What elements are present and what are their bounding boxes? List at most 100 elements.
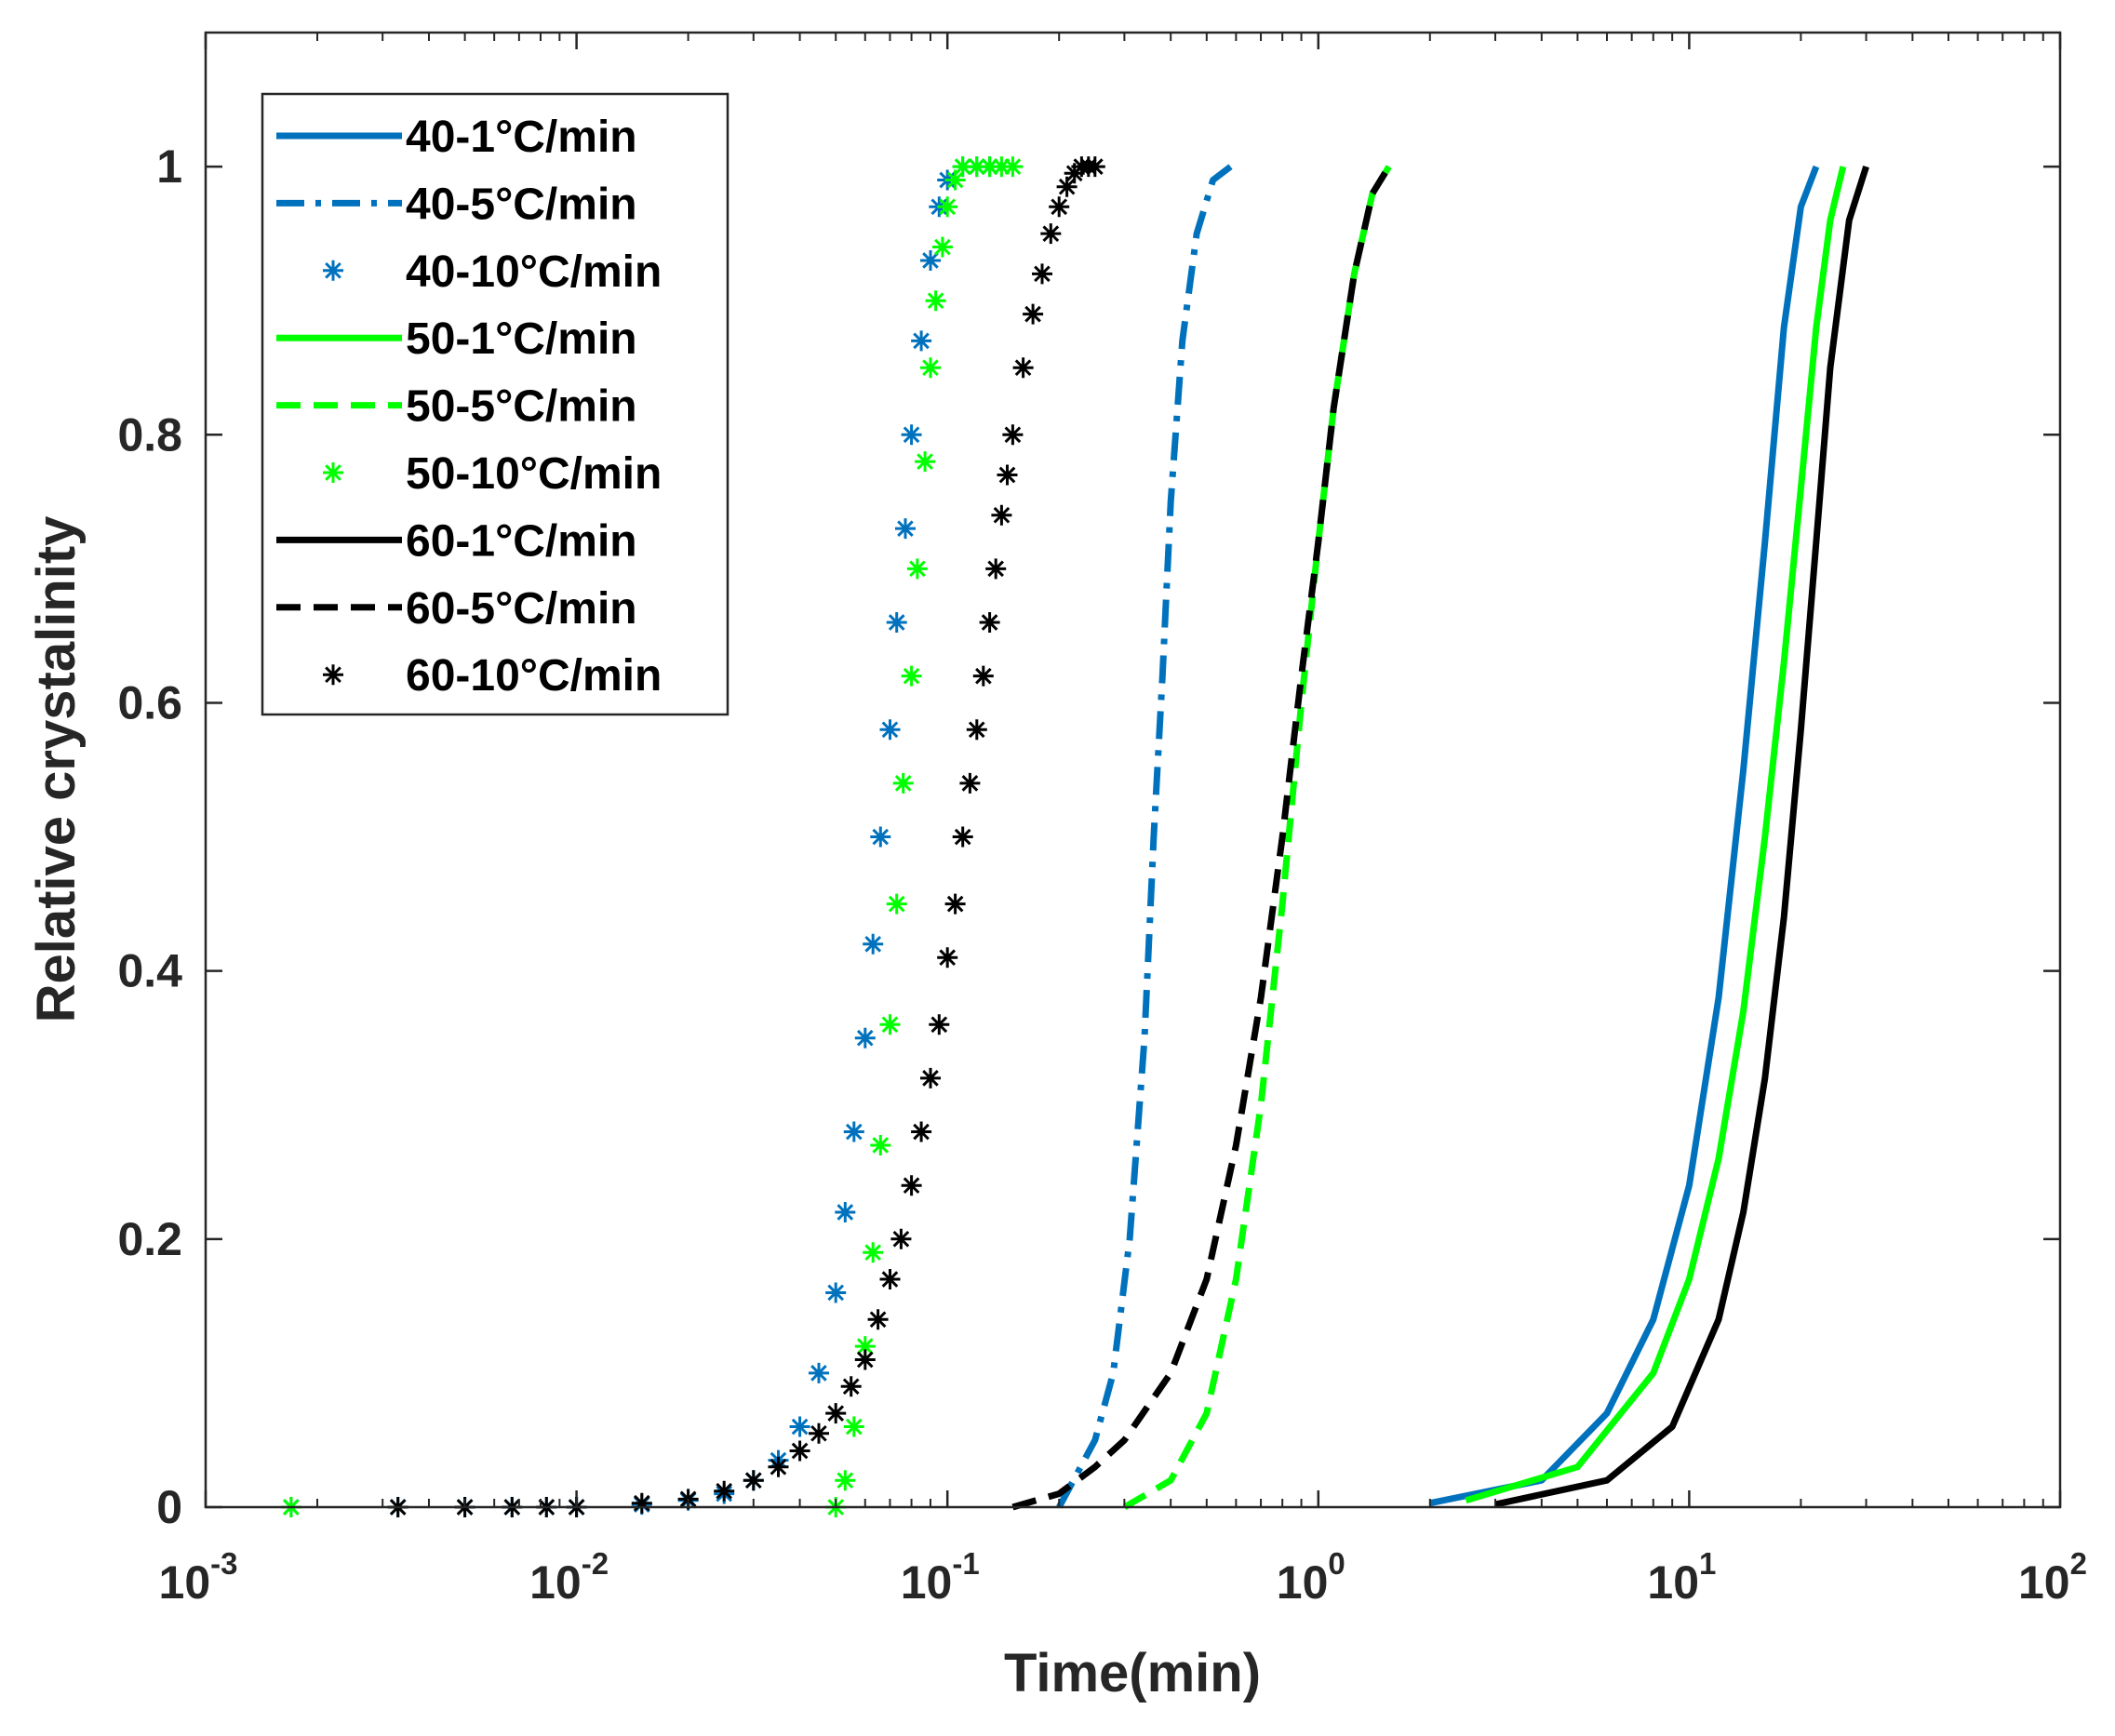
plot-frame — [204, 31, 2062, 1509]
legend-label: 40-5°C/min — [406, 180, 637, 229]
data-point — [1040, 223, 1062, 245]
data-point — [809, 1362, 829, 1383]
y-tick-label: 0.2 — [117, 1213, 182, 1265]
data-point — [944, 893, 966, 915]
data-point — [991, 156, 1012, 178]
series-line — [1122, 165, 1392, 1511]
series-line — [1494, 166, 1869, 1508]
ticks-layer: 10-3 10-2 10-1 100 101 102 0 0.2 0.4 0.6 0.8 1 — [117, 33, 2087, 1609]
x-axis-label: Time(min) — [1004, 1643, 1261, 1703]
data-point — [789, 1416, 810, 1437]
data-point — [1002, 156, 1024, 178]
data-point — [840, 1376, 862, 1397]
series-40-5°C/min — [1056, 164, 1233, 1509]
legend-entry: 40-5°C/min — [276, 180, 637, 229]
data-point — [892, 772, 914, 794]
data-point — [937, 196, 958, 218]
data-point — [997, 464, 1018, 486]
data-point — [870, 1135, 891, 1155]
x-tick-label: 10-3 — [159, 1546, 238, 1609]
x-tick-label: 100 — [1277, 1546, 1345, 1609]
data-point — [1032, 263, 1052, 285]
y-tick-label: 0.8 — [117, 408, 182, 461]
data-point — [714, 1480, 735, 1502]
data-point — [920, 1067, 941, 1088]
legend-swatch — [323, 260, 343, 281]
legend-swatch — [323, 664, 343, 686]
data-point — [768, 1456, 789, 1477]
series-60-1°C/min — [1494, 166, 1869, 1508]
series-line — [1429, 165, 1820, 1507]
data-point — [901, 1175, 922, 1196]
data-point — [825, 1282, 847, 1303]
data-point — [1056, 176, 1078, 197]
data-point — [915, 451, 936, 473]
data-point — [843, 1121, 864, 1142]
x-tick-label: 10-1 — [901, 1546, 980, 1609]
data-point — [870, 826, 891, 848]
legend-label: 60-5°C/min — [406, 584, 637, 634]
data-point — [901, 424, 922, 446]
data-point — [931, 236, 953, 258]
data-point — [906, 558, 928, 580]
data-point — [937, 947, 958, 968]
series-line — [1011, 165, 1392, 1511]
data-point — [789, 1440, 810, 1462]
data-point — [920, 357, 941, 379]
y-tick-label: 0 — [156, 1481, 182, 1533]
data-point — [890, 1228, 912, 1249]
data-point — [867, 1309, 889, 1330]
legend-entry: 50-5°C/min — [276, 382, 637, 432]
y-tick-label: 1 — [156, 140, 182, 193]
data-point — [985, 558, 1007, 580]
data-point — [863, 1242, 884, 1263]
data-point — [854, 1349, 876, 1370]
data-point — [929, 1014, 950, 1035]
data-point — [952, 156, 973, 178]
x-tick-label: 102 — [2018, 1546, 2087, 1609]
data-point — [920, 250, 941, 271]
data-point — [979, 612, 1000, 633]
data-point — [901, 665, 922, 687]
x-tick-label: 101 — [1647, 1546, 1716, 1609]
series-60-5°C/min — [1011, 165, 1392, 1511]
legend-entry: 50-10°C/min — [323, 449, 662, 499]
legend-entry: 40-10°C/min — [323, 247, 662, 297]
data-point — [911, 330, 932, 352]
data-point — [879, 1014, 901, 1035]
series-40-1°C/min — [1429, 165, 1820, 1507]
data-point — [1002, 424, 1024, 446]
series-line — [1465, 166, 1847, 1504]
legend-label: 50-1°C/min — [406, 314, 637, 364]
data-point — [952, 826, 973, 848]
data-point — [925, 290, 946, 312]
data-point — [959, 772, 981, 794]
data-point — [835, 1470, 856, 1491]
data-point — [743, 1470, 764, 1491]
data-point — [979, 156, 1000, 178]
legend-label: 50-5°C/min — [406, 382, 637, 432]
series-50-1°C/min — [1465, 166, 1847, 1504]
data-point — [1049, 196, 1070, 218]
data-point — [879, 1269, 901, 1289]
data-point — [809, 1422, 829, 1444]
legend-box — [261, 92, 730, 716]
series-layer — [280, 156, 1869, 1517]
data-point — [886, 612, 907, 633]
data-point — [863, 933, 884, 955]
data-point — [835, 1202, 856, 1222]
data-point — [825, 1403, 847, 1424]
series-50-5°C/min — [1122, 165, 1392, 1511]
data-point — [631, 1492, 652, 1514]
legend-entries: 40-1°C/min 40-5°C/min 40-10°C/min 50-1°C/mi… — [276, 113, 662, 701]
data-point — [1012, 357, 1034, 379]
data-point — [1023, 303, 1044, 325]
legend-swatch — [323, 462, 343, 483]
data-point — [991, 504, 1012, 526]
legend-entry: 40-1°C/min — [276, 113, 637, 162]
y-tick-label: 0.4 — [117, 945, 182, 997]
data-point — [854, 1336, 876, 1357]
data-point — [944, 169, 966, 191]
legend-entry: 60-5°C/min — [276, 584, 637, 634]
legend: 40-1°C/min 40-5°C/min 40-10°C/min 50-1°C/mi… — [261, 92, 730, 716]
